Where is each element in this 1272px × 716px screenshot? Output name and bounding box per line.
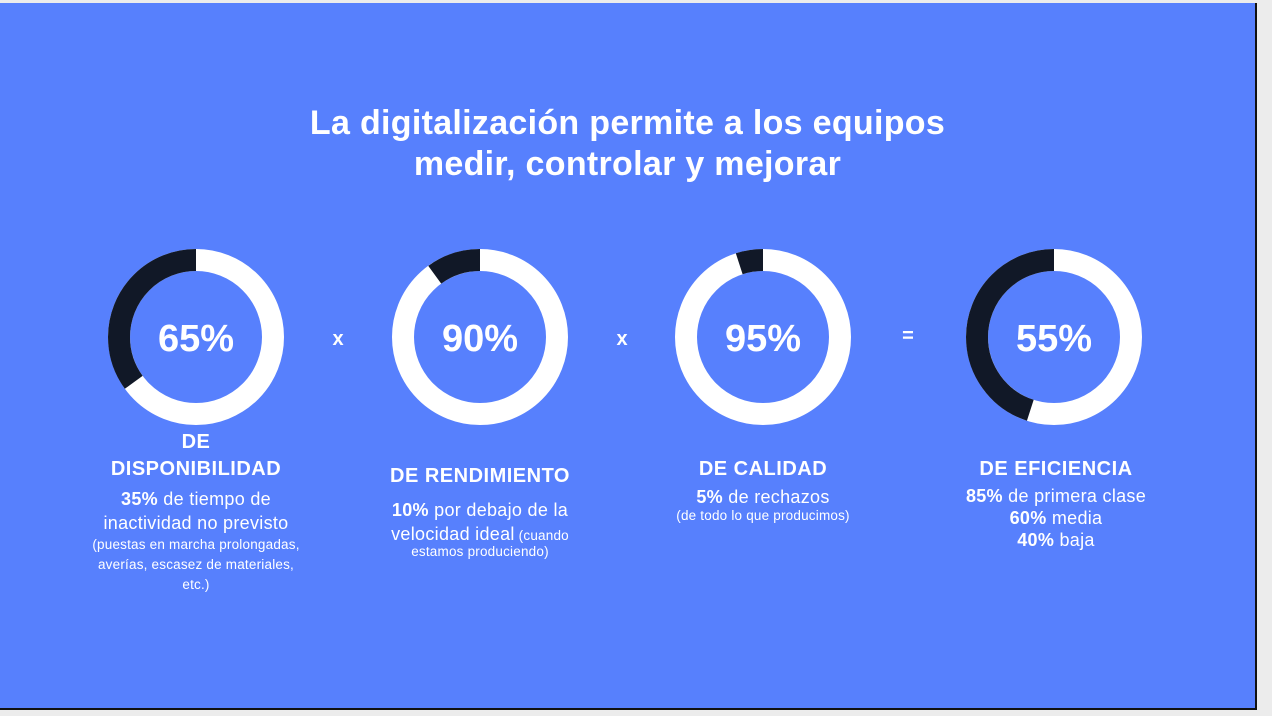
description: 40% baja [906,529,1206,551]
donut-3: 95% [675,249,851,425]
text: velocidad ideal [391,524,515,544]
description: 85% de primera clase [906,485,1206,507]
donut-label: 90% [442,318,518,360]
heading: DE RENDIMIENTO [390,465,570,487]
description: 10% por debajo de la [330,498,630,522]
availability-column: DE DISPONIBILIDAD 35% de tiempo de inact… [46,429,346,595]
donut-label: 95% [725,318,801,360]
note: (cuando [514,528,569,543]
donut-loss-slice [675,249,851,425]
heading: DE EFICIENCIA [979,458,1133,480]
note: (puestas en marcha prolongadas, [92,537,300,552]
title-line-1: La digitalización permite a los equipos [309,104,946,142]
donut-loss-slice [966,249,1142,425]
multiply-operator: x [332,328,344,350]
donut-label: 65% [158,318,234,360]
description: inactividad no previsto [103,513,289,533]
description: velocidad ideal (cuando [330,522,630,546]
value: 40% [1017,530,1055,550]
slide: La digitalización permite a los equipos … [0,3,1257,710]
donut-charts: 65% 90% 95% 55% [108,249,1142,425]
value: 85% [965,486,1003,506]
equals-operator: = [902,325,914,347]
donut-4: 55% [966,249,1142,425]
description: 60% media [906,507,1206,529]
text: de primera clase [1002,486,1147,506]
donut-1: 65% [108,249,284,425]
note: averías, escasez de materiales, [97,557,295,572]
donut-loss-slice [108,249,284,425]
value: 35% [121,489,158,509]
text: baja [1054,530,1095,550]
title-line-2: medir, controlar y mejorar [413,145,842,183]
text: por debajo de la [428,500,569,520]
value: 10% [391,500,429,520]
donut-2: 90% [392,249,568,425]
value: 60% [1009,508,1047,528]
description: 35% de tiempo de [46,487,346,511]
performance-column: DE RENDIMIENTO 10% por debajo de la velo… [330,463,630,562]
value: 5% [696,487,723,507]
note: (de todo lo que producimos) [676,508,850,523]
donut-loss-slice [392,249,568,425]
multiply-operator: x [616,328,628,350]
note: etc.) [182,577,210,592]
note: estamos produciendo) [411,544,549,559]
text: de rechazos [722,487,830,507]
text: media [1046,508,1103,528]
donut-label: 55% [1016,318,1092,360]
slide-title: La digitalización permite a los equipos … [0,103,1255,185]
efficiency-column: DE EFICIENCIA 85% de primera clase 60% m… [906,456,1206,551]
text: de tiempo de [157,489,271,509]
heading: DE [181,431,211,453]
description: 5% de rechazos [613,485,913,509]
quality-column: DE CALIDAD 5% de rechazos (de todo lo qu… [613,456,913,526]
heading: DISPONIBILIDAD [110,458,282,480]
heading: DE CALIDAD [698,458,828,480]
